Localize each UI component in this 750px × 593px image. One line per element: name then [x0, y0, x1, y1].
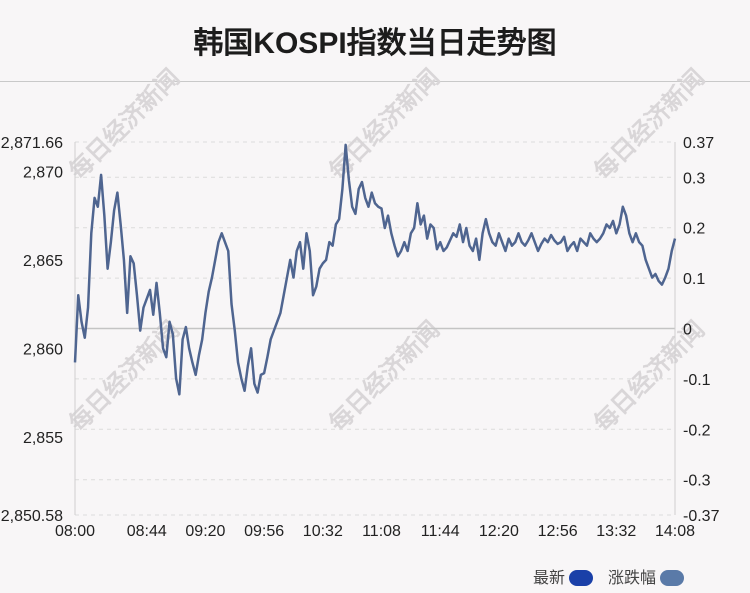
- right-tick-label: -0.1: [683, 372, 711, 389]
- x-tick-label: 11:44: [421, 523, 460, 540]
- x-tick-label: 09:20: [185, 523, 225, 540]
- right-tick-label: 0.3: [683, 170, 705, 187]
- x-tick-label: 10:32: [303, 523, 343, 540]
- legend-item-latest: 最新: [533, 564, 594, 588]
- right-tick-label: 0.1: [683, 271, 705, 288]
- left-tick-label: 2,855: [23, 430, 63, 447]
- left-tick-label: 2,871.66: [1, 135, 63, 152]
- x-tick-label: 08:44: [127, 523, 167, 540]
- right-tick-label: -0.2: [683, 422, 711, 439]
- left-tick-label: 2,850.58: [1, 508, 63, 525]
- chart-title: 韩国KOSPI指数当日走势图: [193, 27, 557, 60]
- right-tick-label: 0.2: [683, 221, 705, 238]
- x-tick-label: 11:08: [362, 523, 401, 540]
- x-tick-label: 14:08: [655, 523, 695, 540]
- x-tick-label: 13:32: [596, 523, 636, 540]
- watermark-text: 每日经济新闻: [589, 64, 711, 186]
- x-tick-label: 12:56: [538, 523, 578, 540]
- series-layer: [73, 143, 677, 396]
- grid-lines: [75, 141, 675, 516]
- x-tick-label: 08:00: [55, 523, 95, 540]
- right-tick-label: 0.37: [683, 135, 714, 152]
- watermark-text: 每日经济新闻: [64, 64, 186, 186]
- legend-swatch-latest: [569, 570, 594, 586]
- left-tick-label: 2,865: [23, 253, 63, 270]
- x-tick-label: 09:56: [244, 523, 284, 540]
- legend-swatch-change: [660, 570, 685, 586]
- x-axis-ticks: 08:00 08:44 09:20 09:56 10:32 11:08 11:44 12:20…: [55, 523, 695, 540]
- right-axis-ticks: 0.37 0.3 0.2 0.1 0 -0.1 -0.2 -0.3 -0.37: [683, 135, 720, 525]
- axes: [74, 142, 676, 515]
- right-tick-label: 0: [683, 322, 692, 339]
- legend-label-latest: 最新: [533, 570, 566, 587]
- title-divider: [0, 81, 750, 82]
- left-tick-label: 2,870: [23, 164, 63, 181]
- legend-item-change: 涨跌幅: [608, 564, 685, 588]
- left-tick-label: 2,860: [23, 341, 63, 358]
- watermark-text: 每日经济新闻: [64, 316, 186, 438]
- right-tick-label: -0.37: [683, 508, 720, 525]
- left-axis-ticks: 2,871.66 2,870 2,865 2,860 2,855 2,850.58: [1, 135, 63, 525]
- series-line-latest: [73, 143, 677, 396]
- watermark-text: 每日经济新闻: [324, 316, 446, 438]
- legend-label-change: 涨跌幅: [608, 570, 657, 587]
- watermark-text: 每日经济新闻: [324, 64, 446, 186]
- right-tick-label: -0.3: [683, 473, 711, 490]
- x-tick-label: 12:20: [479, 523, 519, 540]
